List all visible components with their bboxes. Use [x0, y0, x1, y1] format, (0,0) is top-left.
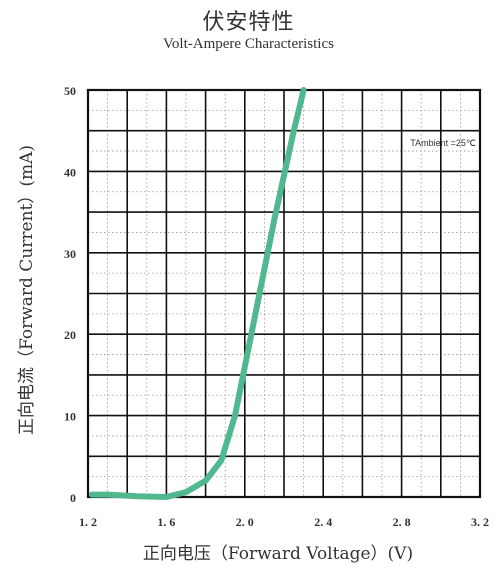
y-tick-label: 40 [64, 165, 76, 179]
x-tick-label: 1. 6 [157, 515, 175, 529]
y-tick-label: 20 [64, 328, 76, 342]
x-tick-label: 3. 2 [471, 515, 489, 529]
y-tick-label: 30 [64, 247, 76, 261]
iv-curve-line [88, 87, 307, 500]
plot-frame [86, 88, 482, 499]
y-tick-label: 50 [64, 84, 76, 98]
grid [88, 90, 480, 497]
tick-labels: 1. 2 1. 6 2. 0 2. 4 2. 8 3. 2 0 10 20 30 40 50 [64, 84, 489, 529]
x-axis-label: 正向电压（Forward Voltage）(V) [143, 544, 413, 564]
y-tick-label: 0 [70, 491, 76, 505]
chart-title: 伏安特性 [202, 10, 295, 35]
x-tick-label: 2. 0 [236, 515, 254, 529]
x-tick-label: 2. 4 [314, 515, 332, 529]
plot-border [86, 88, 482, 499]
x-tick-label: 2. 8 [393, 515, 411, 529]
y-tick-label: 10 [64, 410, 76, 424]
chart-subtitle: Volt-Ampere Characteristics [163, 36, 334, 52]
series [88, 87, 307, 500]
x-tick-label: 1. 2 [79, 515, 97, 529]
y-axis-label: 正向电流（Forward Current）(mA) [17, 145, 37, 435]
ambient-temperature-annotation: TAmbient =25℃ [410, 138, 476, 148]
